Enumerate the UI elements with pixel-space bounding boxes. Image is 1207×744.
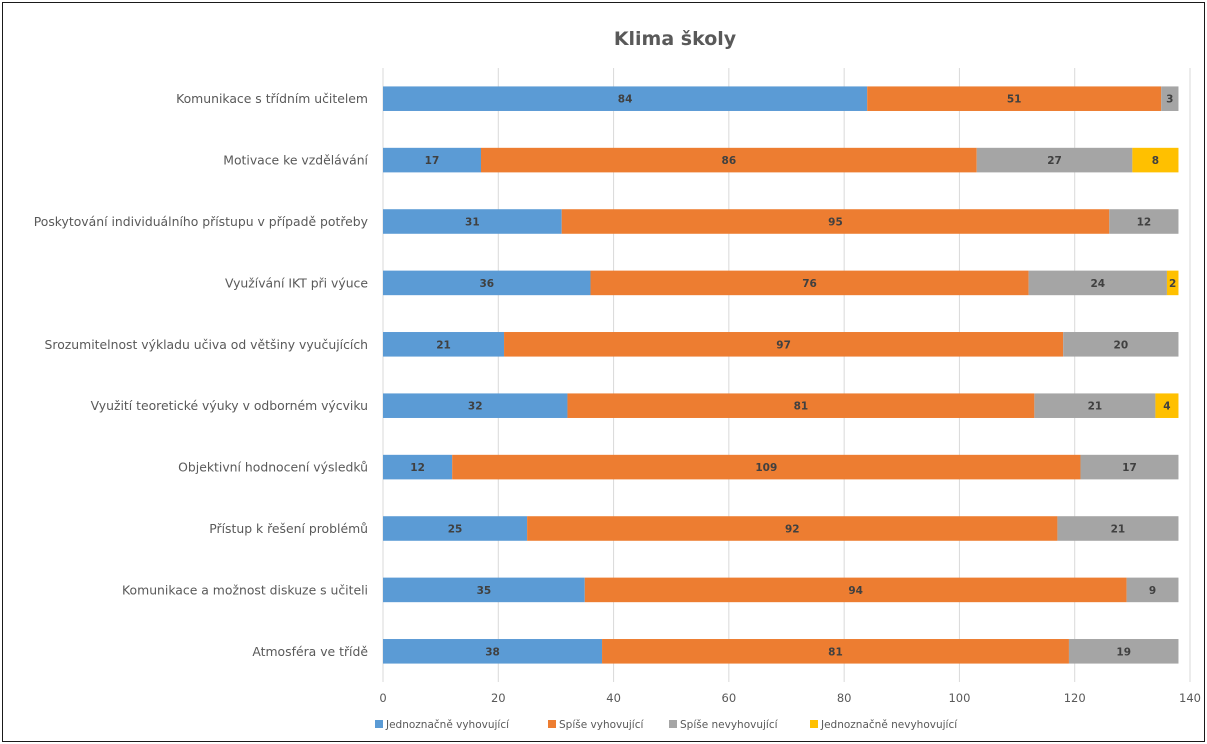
category-label: Využití teoretické výuky v odborném výcv…: [91, 398, 368, 413]
category-label: Atmosféra ve třídě: [252, 644, 368, 659]
bar-segment: [383, 639, 603, 664]
legend-swatch: [669, 720, 677, 728]
x-tick-label: 40: [606, 691, 621, 705]
bar-segment: [602, 639, 1069, 664]
bar-value-label: 76: [802, 278, 817, 290]
x-tick-label: 80: [837, 691, 852, 705]
bar-value-label: 84: [618, 94, 633, 106]
category-label: Poskytování individuálního přístupu v př…: [34, 214, 368, 229]
x-tick-label: 20: [491, 691, 506, 705]
bar-value-label: 36: [479, 278, 494, 290]
bar-segment: [590, 270, 1029, 296]
bar-segment: [1063, 332, 1179, 357]
bar-value-label: 8: [1152, 155, 1159, 167]
bar-segment: [383, 270, 591, 296]
category-label: Objektivní hodnocení výsledků: [178, 460, 368, 475]
bar-segment: [452, 454, 1081, 480]
legend-swatch: [810, 720, 818, 728]
category-label: Motivace ke vzdělávání: [223, 153, 368, 168]
category-label: Využívání IKT při výuce: [225, 275, 368, 290]
bar-segment: [383, 209, 562, 234]
bar-value-label: 17: [1122, 462, 1137, 474]
bar-value-label: 94: [848, 585, 863, 597]
bar-value-label: 97: [776, 339, 791, 351]
bar-segment: [867, 86, 1162, 111]
bar-segment: [1034, 393, 1156, 418]
bar-value-label: 17: [425, 155, 440, 167]
bar-segment: [567, 393, 1035, 418]
bar-segment: [480, 147, 977, 173]
bar-segment: [527, 516, 1058, 541]
bar-value-label: 19: [1116, 646, 1131, 658]
bar-value-label: 31: [465, 217, 480, 229]
bar-segment: [561, 209, 1110, 234]
bar-segment: [383, 577, 585, 603]
bar-segment: [383, 516, 528, 541]
category-label: Komunikace s třídním učitelem: [176, 91, 368, 106]
bar-value-label: 86: [722, 155, 737, 167]
bar-segment: [1132, 147, 1179, 173]
bars: 84 51 3 17 86 27 8 31 95 12 36 76 24 2 21 97 20 32 81 21 4 12…: [383, 86, 1179, 664]
bar-segment: [1068, 639, 1179, 664]
bar-value-label: 35: [477, 585, 492, 597]
legend-label: Spíše vyhovující: [559, 719, 644, 731]
legend: Jednoznačně vyhovující Spíše vyhovující Sp…: [375, 719, 958, 731]
bar-value-label: 81: [794, 401, 809, 413]
bar-segment: [504, 332, 1064, 357]
bar-value-label: 24: [1090, 278, 1105, 290]
category-label: Přístup k řešení problémů: [209, 521, 368, 536]
bar-value-label: 25: [448, 524, 463, 536]
bar-value-label: 27: [1047, 155, 1062, 167]
bar-value-label: 3: [1166, 94, 1173, 106]
bar-segment: [1080, 454, 1179, 480]
legend-swatch: [375, 720, 383, 728]
x-tick-label: 0: [379, 691, 386, 705]
bar-value-label: 20: [1114, 339, 1129, 351]
legend-label: Spíše nevyhovující: [680, 719, 779, 731]
category-label: Srozumitelnost výkladu učiva od většiny …: [45, 337, 368, 352]
bar-value-label: 81: [828, 646, 843, 658]
bar-segment: [1155, 393, 1179, 418]
bar-segment: [383, 147, 481, 173]
x-tick-label: 100: [948, 691, 970, 705]
chart-title: Klima školy: [614, 28, 737, 50]
bar-segment: [1166, 270, 1179, 296]
bar-segment: [1028, 270, 1167, 296]
bar-value-label: 38: [485, 646, 500, 658]
legend-label: Jednoznačně nevyhovující: [820, 719, 958, 731]
bar-value-label: 51: [1007, 94, 1022, 106]
legend-label: Jednoznačně vyhovující: [385, 719, 510, 731]
bar-segment: [1109, 209, 1179, 234]
x-axis-ticks: 0 20 40 60 80 100 120 140: [379, 691, 1201, 705]
x-tick-label: 140: [1179, 691, 1201, 705]
bar-segment: [1161, 86, 1179, 111]
bar-value-label: 21: [436, 339, 451, 351]
x-tick-label: 60: [722, 691, 737, 705]
bar-value-label: 21: [1111, 524, 1126, 536]
category-label: Komunikace a možnost diskuze s učiteli: [122, 582, 368, 597]
bar-segment: [383, 332, 505, 357]
bar-value-label: 12: [410, 462, 425, 474]
bar-value-label: 2: [1169, 278, 1176, 290]
bar-segment: [383, 454, 453, 480]
bar-value-label: 109: [755, 462, 777, 474]
bar-segment: [383, 86, 868, 111]
bar-value-label: 21: [1088, 401, 1103, 413]
bar-segment: [584, 577, 1127, 603]
bar-value-label: 4: [1163, 401, 1170, 413]
legend-swatch: [548, 720, 556, 728]
bar-value-label: 12: [1137, 217, 1152, 229]
bar-value-label: 9: [1149, 585, 1156, 597]
bar-value-label: 32: [468, 401, 483, 413]
bar-segment: [383, 393, 568, 418]
bar-segment: [976, 147, 1133, 173]
category-labels: Komunikace s třídním učitelem Motivace ke…: [34, 91, 369, 659]
bar-value-label: 92: [785, 524, 800, 536]
bar-value-label: 95: [828, 217, 843, 229]
x-tick-label: 120: [1064, 691, 1086, 705]
bar-segment: [1126, 577, 1179, 603]
bar-segment: [1057, 516, 1179, 541]
